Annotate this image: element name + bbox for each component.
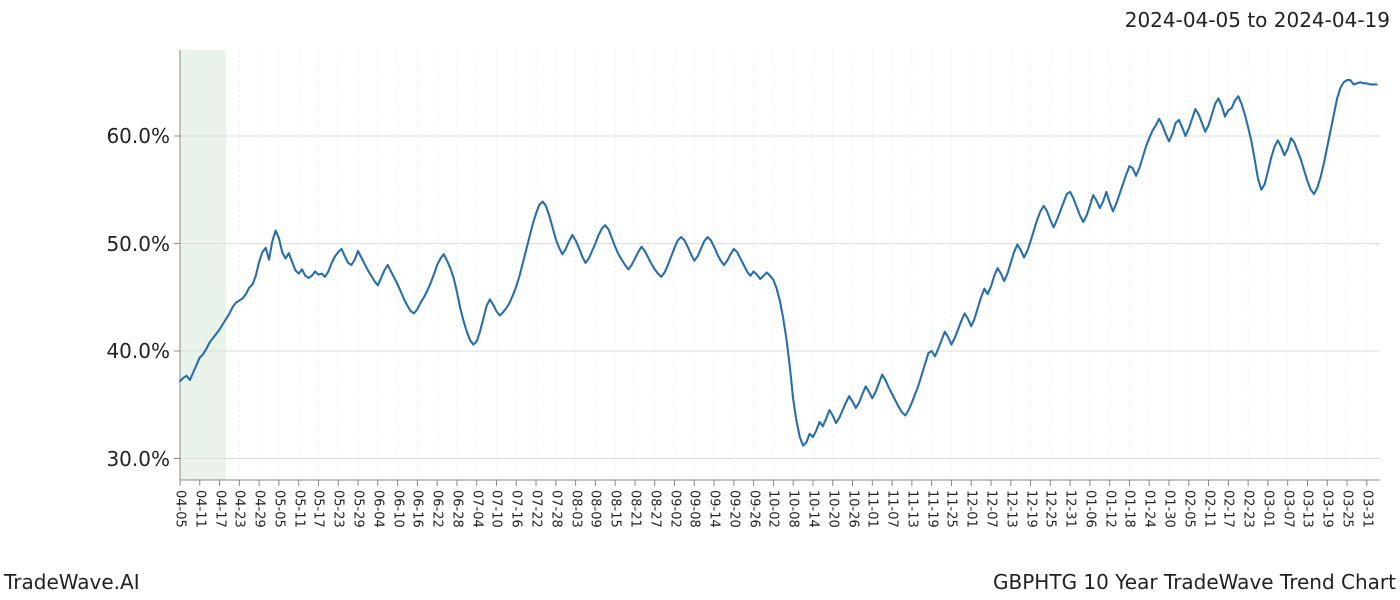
x-tick-label: 10-14 [805, 490, 820, 528]
x-tick-label: 03-07 [1280, 490, 1295, 528]
x-tick-label: 08-03 [568, 490, 583, 528]
x-tick-label: 12-19 [1023, 490, 1038, 528]
x-tick-label: 09-14 [707, 490, 722, 528]
x-tick-label: 12-01 [964, 490, 979, 528]
x-tick-label: 08-09 [588, 490, 603, 528]
x-tick-label: 09-02 [667, 490, 682, 528]
x-tick-label: 04-23 [232, 490, 247, 528]
x-tick-label: 05-23 [331, 490, 346, 528]
brand-label: TradeWave.AI [4, 570, 140, 594]
x-tick-label: 03-13 [1300, 490, 1315, 528]
x-tick-label: 01-12 [1102, 490, 1117, 528]
x-tick-label: 05-05 [271, 490, 286, 528]
x-tick-label: 01-06 [1082, 490, 1097, 528]
x-tick-label: 07-04 [469, 490, 484, 528]
x-tick-label: 02-05 [1181, 490, 1196, 528]
x-tick-label: 09-08 [687, 490, 702, 528]
plot-area [180, 50, 1380, 480]
x-tick-label: 02-17 [1221, 490, 1236, 528]
date-range: 2024-04-05 to 2024-04-19 [1125, 8, 1390, 32]
x-tick-label: 04-05 [173, 490, 188, 528]
chart-title: GBPHTG 10 Year TradeWave Trend Chart [993, 570, 1396, 594]
x-tick-label: 06-28 [449, 490, 464, 528]
x-tick-label: 10-08 [786, 490, 801, 528]
x-tick-label: 09-26 [746, 490, 761, 528]
x-tick-label: 11-25 [944, 490, 959, 528]
x-tick-label: 01-24 [1142, 490, 1157, 528]
x-tick-label: 10-26 [845, 490, 860, 528]
x-tick-label: 07-16 [509, 490, 524, 528]
line-chart-svg [172, 48, 1382, 488]
x-tick-label: 12-25 [1043, 490, 1058, 528]
x-tick-label: 01-30 [1162, 490, 1177, 528]
x-tick-label: 05-29 [351, 490, 366, 528]
y-tick-label: 30.0% [106, 447, 170, 471]
y-tick-label: 60.0% [106, 124, 170, 148]
x-tick-label: 07-22 [529, 490, 544, 528]
x-tick-label: 05-17 [311, 490, 326, 528]
x-tick-label: 04-17 [212, 490, 227, 528]
x-tick-label: 08-27 [647, 490, 662, 528]
x-tick-label: 07-10 [489, 490, 504, 528]
x-tick-label: 03-19 [1320, 490, 1335, 528]
x-tick-label: 03-25 [1340, 490, 1355, 528]
x-tick-label: 12-31 [1063, 490, 1078, 528]
x-tick-label: 12-13 [1003, 490, 1018, 528]
x-tick-label: 10-02 [766, 490, 781, 528]
x-tick-label: 07-28 [548, 490, 563, 528]
x-tick-label: 01-18 [1122, 490, 1137, 528]
chart-container: 2024-04-05 to 2024-04-19 30.0% 40.0% 50.0%… [0, 0, 1400, 600]
x-tick-label: 08-21 [627, 490, 642, 528]
x-tick-label: 04-29 [252, 490, 267, 528]
x-tick-label: 04-11 [192, 490, 207, 528]
x-tick-label: 11-13 [904, 490, 919, 528]
x-tick-label: 08-15 [608, 490, 623, 528]
x-tick-label: 06-04 [370, 490, 385, 528]
x-tick-label: 03-31 [1359, 490, 1374, 528]
y-tick-label: 40.0% [106, 339, 170, 363]
x-tick-label: 03-01 [1260, 490, 1275, 528]
x-tick-label: 11-19 [924, 490, 939, 528]
x-tick-label: 10-20 [825, 490, 840, 528]
x-tick-label: 12-07 [983, 490, 998, 528]
x-tick-label: 02-23 [1241, 490, 1256, 528]
x-tick-label: 09-20 [726, 490, 741, 528]
x-tick-label: 05-11 [291, 490, 306, 528]
x-tick-label: 06-10 [390, 490, 405, 528]
x-tick-label: 02-11 [1201, 490, 1216, 528]
x-tick-label: 06-16 [410, 490, 425, 528]
x-tick-label: 06-22 [430, 490, 445, 528]
x-tick-label: 11-07 [885, 490, 900, 528]
x-tick-label: 11-01 [865, 490, 880, 528]
y-tick-label: 50.0% [106, 232, 170, 256]
